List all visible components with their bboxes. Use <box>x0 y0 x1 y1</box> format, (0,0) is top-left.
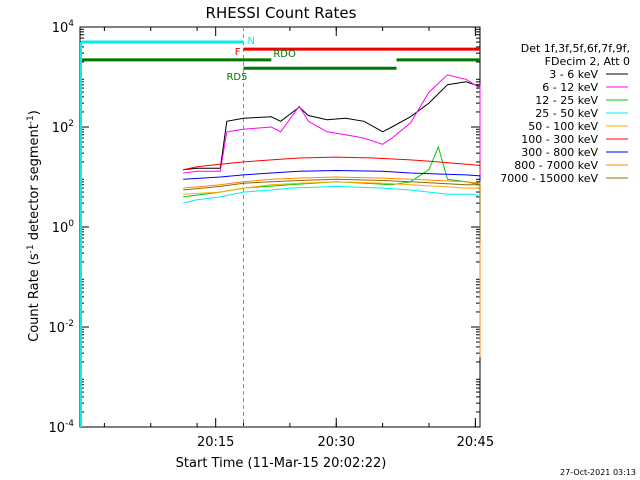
y-tick-label: 102 <box>52 119 74 136</box>
y-tick-exponent: 4 <box>68 19 74 29</box>
legend-label: 300 - 800 keV <box>521 146 598 159</box>
y-tick-label: 10-4 <box>48 419 74 436</box>
plot-frame <box>79 26 481 428</box>
legend-label: 100 - 300 keV <box>521 133 598 146</box>
y-tick-base: 10 <box>52 21 69 36</box>
legend-label: 7000 - 15000 keV <box>500 172 598 185</box>
state-bar-label-rdo: RDO <box>273 49 296 60</box>
series-lines <box>183 74 481 358</box>
y-axis-label: Count Rate (s-1 detector segment-1) <box>26 110 42 342</box>
y-tick-base: 10 <box>52 121 69 136</box>
y-tick-exponent: -4 <box>65 419 74 429</box>
y-tick-label: 10-2 <box>48 319 74 336</box>
legend-label: 25 - 50 keV <box>535 107 598 120</box>
legend-label: 6 - 12 keV <box>542 81 598 94</box>
y-tick-exponent: -2 <box>65 319 74 329</box>
y-tick-base: 10 <box>48 321 65 336</box>
footer-date: 27-Oct-2021 03:13 <box>560 468 636 477</box>
y-tick-exponent: 0 <box>68 219 74 229</box>
state-bar-label-n: N <box>248 36 255 47</box>
series-line-7000-15000-keV <box>183 178 481 243</box>
y-tick-base: 10 <box>48 421 65 436</box>
legend-label: 800 - 7000 keV <box>514 159 598 172</box>
series-line-6-12-keV <box>183 74 481 227</box>
legend-label: 12 - 25 keV <box>535 94 598 107</box>
series-line-100-300-keV <box>183 156 481 171</box>
legend-title-line-2: FDecim 2, Att 0 <box>545 55 630 68</box>
attenuator-lines <box>80 27 245 427</box>
series-line-25-50-keV <box>183 185 481 204</box>
chart-title: RHESSI Count Rates <box>206 4 357 22</box>
legend-label: 50 - 100 keV <box>528 120 598 133</box>
y-tick-label: 104 <box>52 19 75 36</box>
series-line-800-7000-keV <box>183 176 481 358</box>
x-tick-label: 20:15 <box>197 435 234 450</box>
y-tick-exponent: 2 <box>68 119 74 129</box>
x-axis-label: Start Time (11-Mar-15 20:02:22) <box>176 456 387 471</box>
legend-label: 3 - 6 keV <box>549 68 598 81</box>
y-tick-label: 100 <box>52 219 75 236</box>
series-line-300-800-keV <box>183 169 481 282</box>
legend-title-line-1: Det 1f,3f,5f,6f,7f,9f, <box>521 42 630 55</box>
state-bar-label-f: F <box>235 47 241 58</box>
y-tick-base: 10 <box>52 221 69 236</box>
x-tick-label: 20:45 <box>457 435 494 450</box>
series-line-12-25-keV <box>183 145 481 198</box>
state-bar-label-rd5: RD5 <box>226 72 247 83</box>
state-bars: NF RDO RD5 <box>82 36 480 83</box>
x-tick-label: 20:30 <box>318 435 355 450</box>
